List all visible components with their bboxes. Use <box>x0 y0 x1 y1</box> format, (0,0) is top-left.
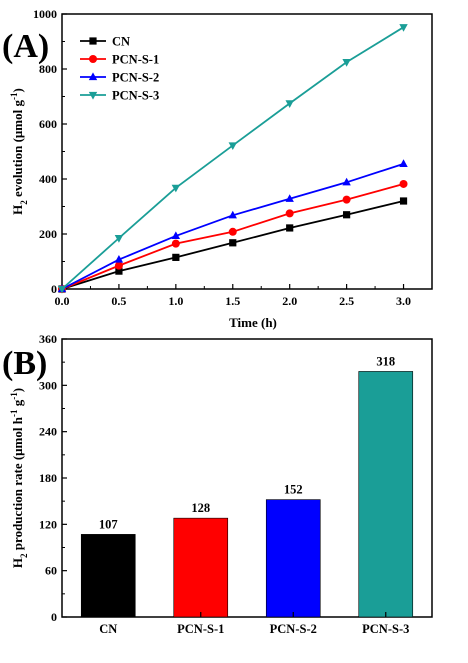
data-point <box>399 24 408 32</box>
y-tick-label-b: 0 <box>51 610 57 624</box>
x-tick-label-a: 1.5 <box>225 294 240 308</box>
data-point <box>399 197 408 205</box>
x-axis-label-a: Time (h) <box>229 315 277 330</box>
bar-value-label: 107 <box>99 517 118 531</box>
data-point <box>114 235 124 243</box>
legend-label: CN <box>112 35 130 49</box>
chart-a: 0.0 0.5 1.0 1.5 2.0 2.5 3.0 0 200 400 600 800 1000 Ti… <box>9 7 433 330</box>
bar-pcn-s-2 <box>265 499 321 618</box>
y-tick-label-a: 1000 <box>33 7 57 21</box>
data-point <box>342 195 351 204</box>
y-tick-label-b: 300 <box>39 378 57 392</box>
series-pcn-s-1 <box>58 179 408 293</box>
legend-marker <box>89 55 97 63</box>
y-tick-label-a: 200 <box>39 227 57 241</box>
data-point <box>171 184 181 193</box>
bar-value-label: 318 <box>376 354 395 368</box>
data-point <box>229 239 237 247</box>
x-tick-label-a: 2.5 <box>339 294 354 308</box>
bar-pcn-s-1 <box>173 517 229 618</box>
x-tick-label-a: 1.0 <box>168 294 183 308</box>
data-point <box>285 194 294 202</box>
legend-label: PCN-S-2 <box>112 71 159 85</box>
legend-marker <box>89 37 97 45</box>
legend-label: PCN-S-3 <box>112 89 159 103</box>
data-point <box>228 142 237 151</box>
x-tick-label-b: PCN-S-1 <box>177 622 224 636</box>
x-tick-label-b: CN <box>99 622 117 636</box>
data-point <box>114 254 124 263</box>
bar-cn <box>80 534 136 618</box>
y-axis-label-a: H2 evolution (μmol g-1) <box>9 88 29 215</box>
legend-a: CN PCN-S-1 PCN-S-2 PCN-S-3 <box>80 35 159 103</box>
y-axis-label-b: H2 production rate (μmol h-1 g-1) <box>9 388 29 568</box>
data-point <box>114 261 123 270</box>
legend-marker <box>88 91 98 100</box>
data-point <box>171 239 180 248</box>
panel-label-a: (A) <box>2 28 50 65</box>
x-tick-label-b: PCN-S-2 <box>270 622 317 636</box>
data-point <box>399 159 408 167</box>
legend-marker <box>88 72 98 81</box>
data-point <box>115 267 123 275</box>
data-point <box>57 285 67 294</box>
y-tick-label-b: 180 <box>39 471 57 485</box>
data-point <box>285 209 294 218</box>
x-tick-label-b: PCN-S-3 <box>362 622 409 636</box>
data-point <box>399 179 408 188</box>
y-tick-label-b: 360 <box>39 332 57 346</box>
series-pcn-s-3 <box>57 24 408 294</box>
panel-label-b: (B) <box>2 345 48 382</box>
y-tick-label-b: 120 <box>39 517 57 531</box>
data-point <box>228 227 237 236</box>
data-point <box>285 100 294 108</box>
data-point <box>343 211 351 219</box>
data-point <box>172 253 180 261</box>
data-point <box>171 231 181 240</box>
x-tick-label-a: 3.0 <box>396 294 411 308</box>
series-pcn-s-2 <box>57 159 408 293</box>
y-tick-label-b: 60 <box>45 564 57 578</box>
bar-pcn-s-3 <box>358 371 414 618</box>
x-tick-label-a: 0.0 <box>55 294 70 308</box>
y-tick-label-a: 0 <box>51 282 57 296</box>
legend-label: PCN-S-1 <box>112 53 159 67</box>
data-point <box>286 224 294 232</box>
y-tick-label-b: 240 <box>39 425 57 439</box>
bar-value-label: 128 <box>191 501 210 515</box>
y-tick-label-a: 800 <box>39 62 57 76</box>
y-tick-label-a: 600 <box>39 117 57 131</box>
x-tick-label-a: 2.0 <box>282 294 297 308</box>
y-tick-label-a: 400 <box>39 172 57 186</box>
chart-b: 0 60 120 180 240 300 360 H2 production rate (μm… <box>9 332 433 636</box>
data-point <box>228 210 237 219</box>
series-line <box>61 163 404 290</box>
data-point <box>342 177 351 186</box>
x-tick-label-a: 0.5 <box>111 294 126 308</box>
data-point <box>342 59 351 67</box>
bar-value-label: 152 <box>284 483 303 497</box>
